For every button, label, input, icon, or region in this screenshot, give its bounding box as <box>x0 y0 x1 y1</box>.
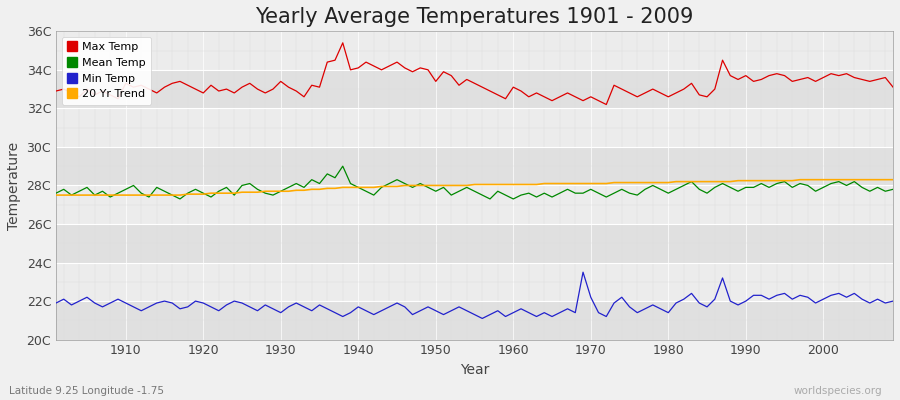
Max Temp <box>508 85 518 90</box>
Max Temp <box>338 40 348 45</box>
Mean Temp <box>175 196 185 201</box>
20 Yr Trend <box>329 186 340 191</box>
Max Temp <box>112 96 123 101</box>
Max Temp <box>616 87 627 92</box>
Line: Mean Temp: Mean Temp <box>56 166 893 199</box>
Legend: Max Temp, Mean Temp, Min Temp, 20 Yr Trend: Max Temp, Mean Temp, Min Temp, 20 Yr Tre… <box>61 37 150 105</box>
Min Temp <box>284 304 294 309</box>
Line: Max Temp: Max Temp <box>56 43 893 104</box>
20 Yr Trend <box>887 177 898 182</box>
Max Temp <box>601 102 612 107</box>
Mean Temp <box>338 164 348 168</box>
Max Temp <box>284 85 294 90</box>
Line: Min Temp: Min Temp <box>56 272 893 318</box>
X-axis label: Year: Year <box>460 363 490 377</box>
Bar <box>56 31 893 70</box>
Mean Temp <box>291 181 302 186</box>
Y-axis label: Temperature: Temperature <box>7 141 21 230</box>
Bar <box>56 70 893 108</box>
Bar <box>56 224 893 262</box>
20 Yr Trend <box>508 182 518 187</box>
Bar <box>56 186 893 224</box>
Max Temp <box>887 85 898 90</box>
Bar <box>56 108 893 147</box>
Min Temp <box>616 295 627 300</box>
Min Temp <box>508 310 518 315</box>
Bar <box>56 301 893 340</box>
Text: worldspecies.org: worldspecies.org <box>794 386 882 396</box>
Min Temp <box>477 316 488 321</box>
Mean Temp <box>50 191 61 196</box>
Mean Temp <box>345 181 356 186</box>
20 Yr Trend <box>112 193 123 198</box>
Line: 20 Yr Trend: 20 Yr Trend <box>56 180 893 195</box>
Title: Yearly Average Temperatures 1901 - 2009: Yearly Average Temperatures 1901 - 2009 <box>256 7 694 27</box>
Max Temp <box>516 89 526 94</box>
Min Temp <box>887 299 898 304</box>
Min Temp <box>516 306 526 311</box>
Max Temp <box>329 58 340 62</box>
Mean Temp <box>524 191 535 196</box>
Min Temp <box>50 301 61 306</box>
Mean Temp <box>516 193 526 198</box>
Max Temp <box>50 89 61 94</box>
Min Temp <box>112 297 123 302</box>
Mean Temp <box>112 191 123 196</box>
Min Temp <box>329 310 340 315</box>
20 Yr Trend <box>500 182 511 187</box>
Bar <box>56 262 893 301</box>
Min Temp <box>578 270 589 274</box>
20 Yr Trend <box>50 193 61 198</box>
Text: Latitude 9.25 Longitude -1.75: Latitude 9.25 Longitude -1.75 <box>9 386 164 396</box>
Bar <box>56 147 893 186</box>
Mean Temp <box>616 187 627 192</box>
20 Yr Trend <box>284 189 294 194</box>
20 Yr Trend <box>795 177 806 182</box>
Mean Temp <box>887 187 898 192</box>
20 Yr Trend <box>601 181 612 186</box>
